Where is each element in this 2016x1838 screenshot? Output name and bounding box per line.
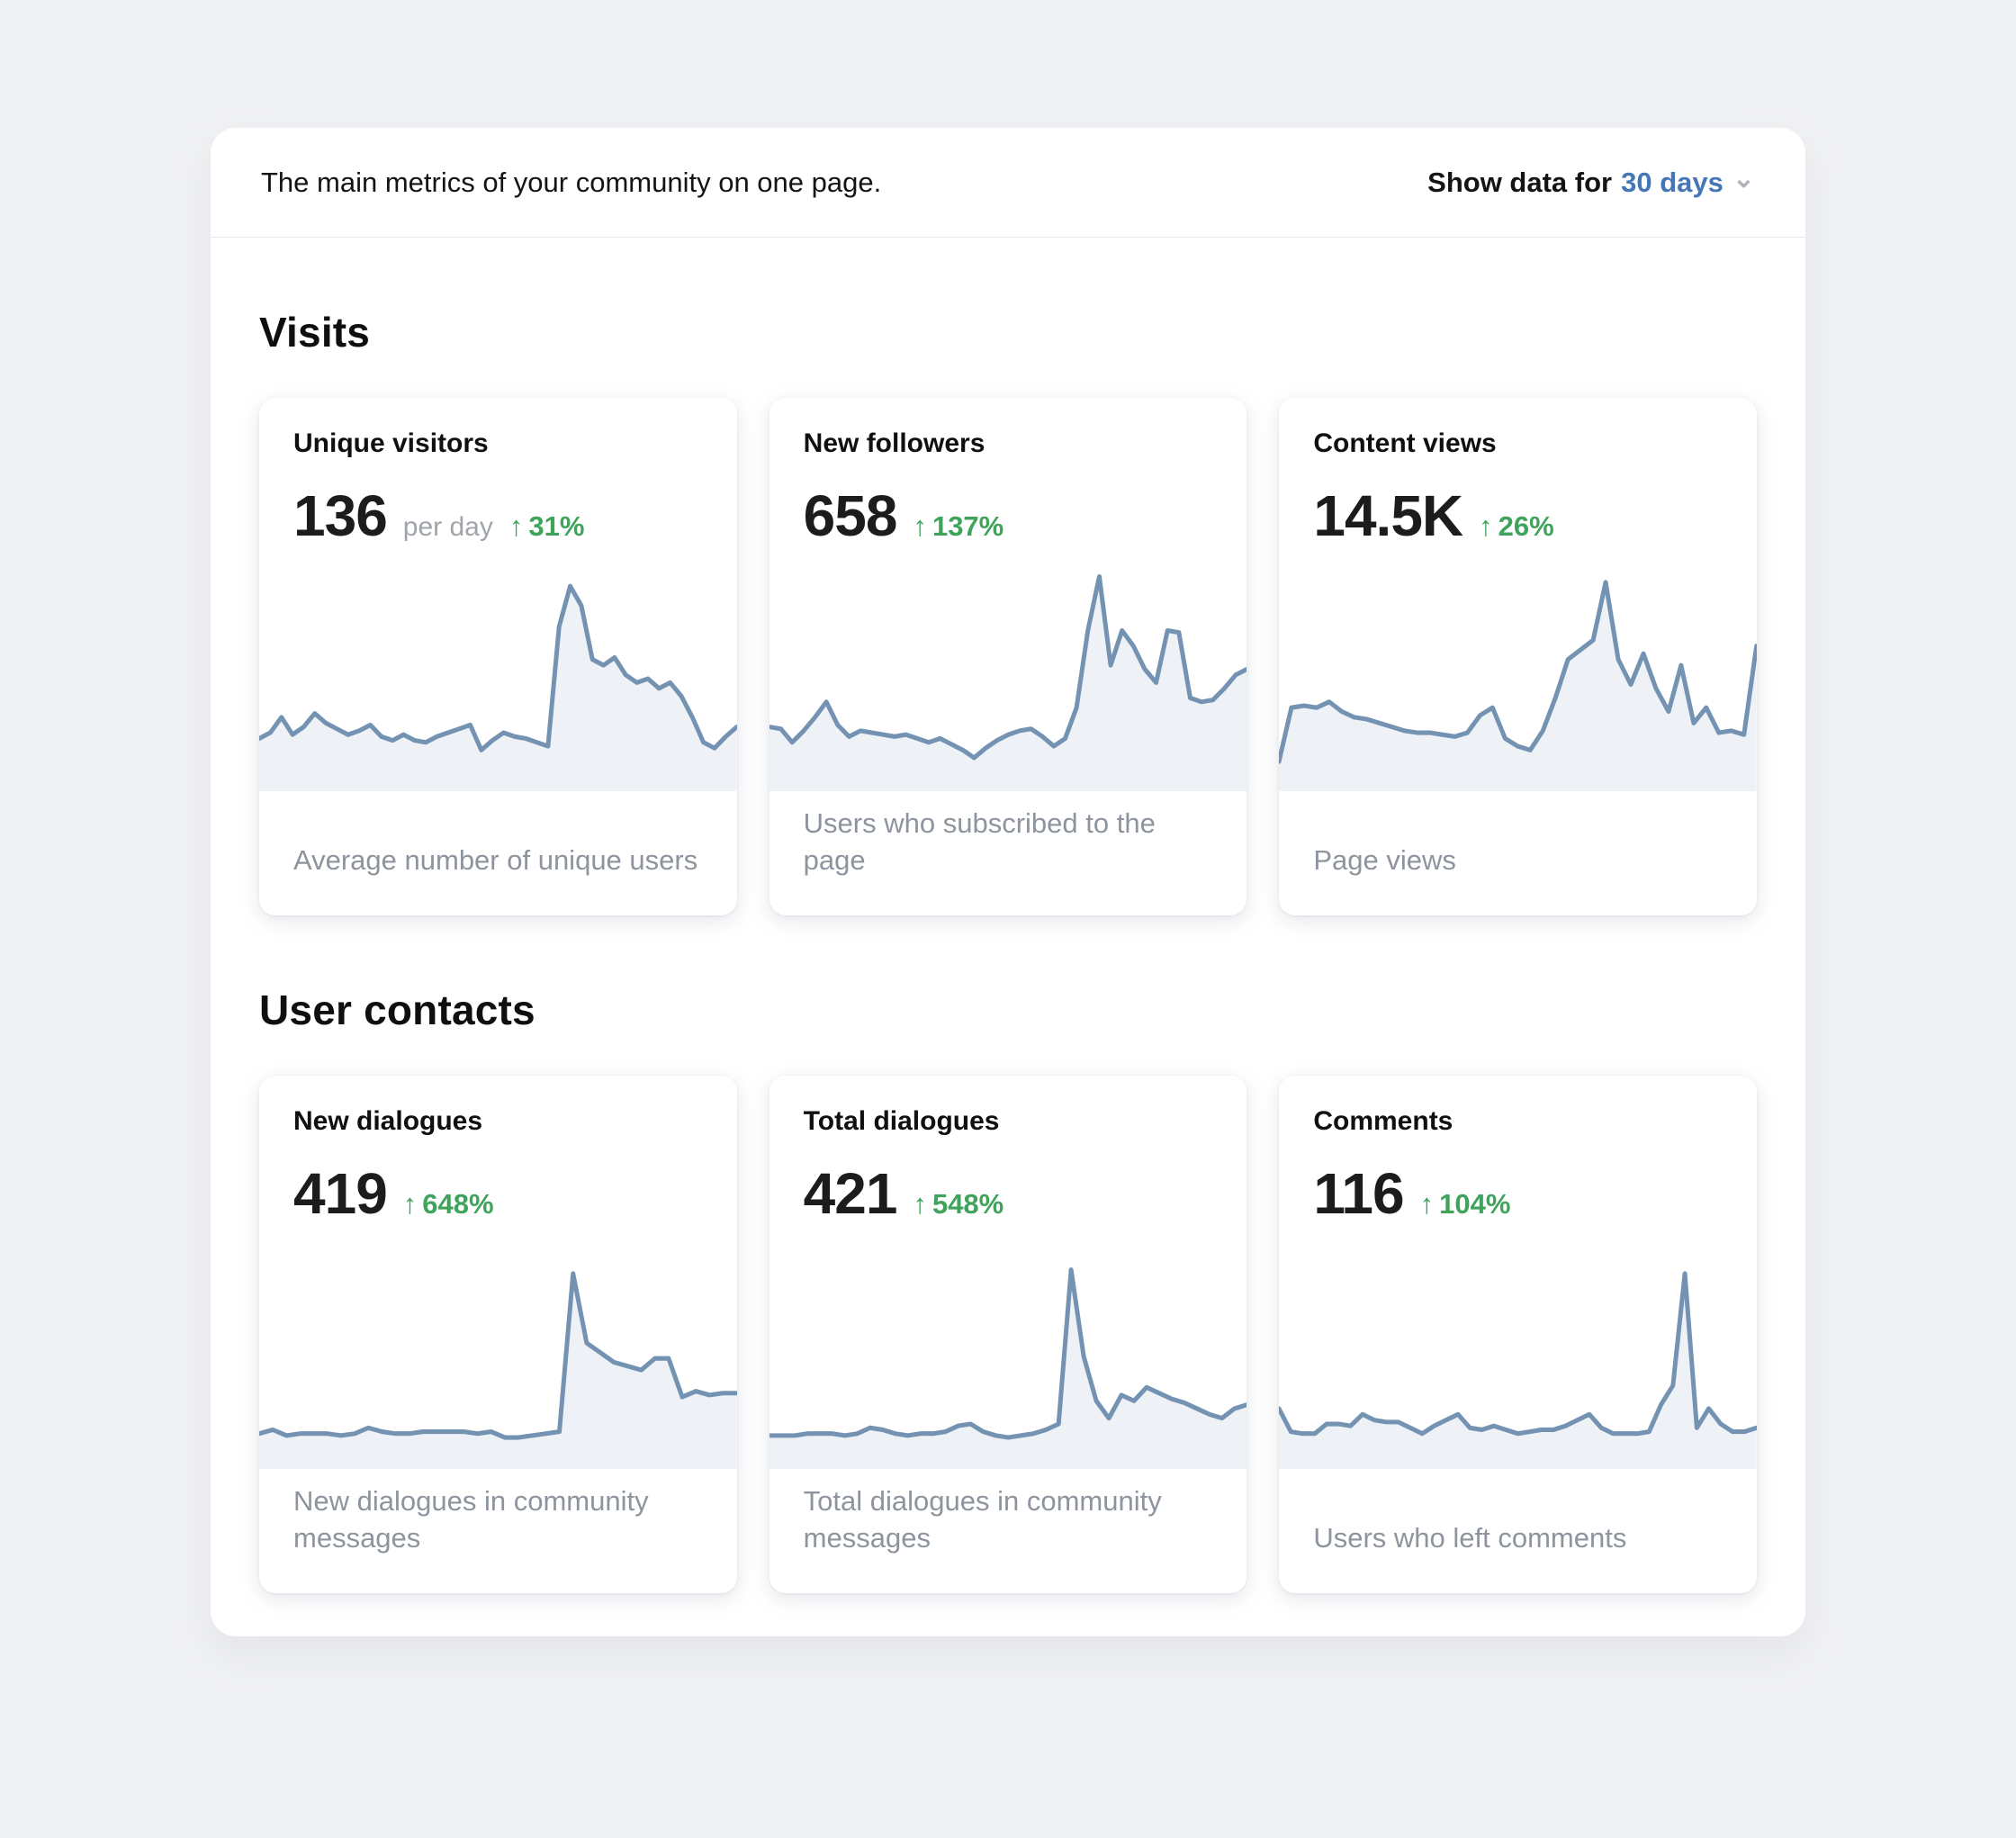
user-contacts-cards: New dialogues 419 ↑ 648% New dialogues i… [259, 1075, 1758, 1593]
metrics-panel: The main metrics of your community on on… [211, 128, 1805, 1636]
card-comments: Comments 116 ↑ 104% Users who left comme… [1279, 1075, 1758, 1593]
change-percent: 137% [932, 510, 1004, 542]
metric-unit: per day [402, 512, 493, 542]
metric-change: ↑ 137% [913, 510, 1004, 543]
metric-value: 658 [803, 483, 898, 548]
change-percent: 31% [528, 510, 585, 542]
section-heading-user-contacts: User contacts [259, 986, 536, 1033]
card-caption: New dialogues in community messages [293, 1484, 649, 1554]
metric-change: ↑ 548% [913, 1188, 1004, 1221]
sparkline-chart [259, 583, 737, 791]
metric-change: ↑ 31% [509, 510, 585, 543]
filter-label: Show data for [1427, 166, 1613, 198]
metric-value: 421 [803, 1160, 898, 1226]
filter-value: 30 days [1621, 166, 1724, 198]
change-percent: 26% [1498, 510, 1554, 542]
arrow-up-icon: ↑ [1479, 510, 1493, 542]
card-new-dialogues: New dialogues 419 ↑ 648% New dialogues i… [259, 1075, 737, 1593]
card-title: New followers [803, 428, 986, 458]
metric-change: ↑ 104% [1420, 1188, 1511, 1221]
sparkline-chart [259, 1271, 737, 1469]
metric-value: 116 [1313, 1160, 1404, 1226]
card-unique-visitors: Unique visitors 136 per day ↑ 31% Averag… [259, 398, 737, 915]
section-heading-visits: Visits [259, 309, 371, 356]
panel-header: The main metrics of your community on on… [211, 128, 1805, 238]
metric-value: 14.5K [1313, 483, 1463, 548]
metric-value: 419 [293, 1160, 388, 1226]
arrow-up-icon: ↑ [508, 510, 524, 542]
sparkline-chart [769, 1266, 1247, 1469]
visits-cards: Unique visitors 136 per day ↑ 31% Averag… [259, 398, 1758, 915]
sparkline-chart [769, 573, 1247, 791]
card-title: Content views [1313, 428, 1497, 458]
card-title: Total dialogues [803, 1105, 1000, 1136]
arrow-up-icon: ↑ [402, 1187, 418, 1220]
card-total-dialogues: Total dialogues 421 ↑ 548% Total dialogu… [769, 1075, 1247, 1593]
card-title: Comments [1313, 1105, 1454, 1136]
card-caption: Average number of unique users [293, 843, 698, 876]
metric-value: 136 [293, 483, 388, 548]
metric-change: ↑ 648% [403, 1188, 494, 1221]
arrow-up-icon: ↑ [913, 1187, 927, 1220]
date-range-selector[interactable]: Show data for 30 days ⌄ [1427, 163, 1755, 199]
card-caption: Page views [1313, 843, 1456, 876]
metric-change: ↑ 26% [1479, 510, 1554, 543]
card-content-views: Content views 14.5K ↑ 26% Page views [1279, 398, 1758, 915]
card-title: Unique visitors [293, 428, 489, 458]
card-new-followers: New followers 658 ↑ 137% Users who subsc… [769, 398, 1247, 915]
card-caption: Users who left comments [1313, 1521, 1627, 1554]
change-percent: 648% [422, 1187, 494, 1220]
change-percent: 104% [1439, 1187, 1511, 1220]
chevron-down-icon: ⌄ [1732, 163, 1755, 194]
card-caption: Total dialogues in community messages [803, 1484, 1162, 1554]
sparkline-chart [1279, 580, 1758, 791]
card-caption: Users who subscribed to the page [803, 807, 1156, 876]
arrow-up-icon: ↑ [913, 510, 927, 542]
arrow-up-icon: ↑ [1419, 1187, 1435, 1220]
card-title: New dialogues [293, 1105, 483, 1136]
panel-content: Visits Unique visitors 136 per day ↑ 31% [211, 308, 1805, 1593]
change-percent: 548% [932, 1187, 1004, 1220]
panel-title: The main metrics of your community on on… [261, 166, 882, 198]
sparkline-chart [1279, 1271, 1758, 1469]
